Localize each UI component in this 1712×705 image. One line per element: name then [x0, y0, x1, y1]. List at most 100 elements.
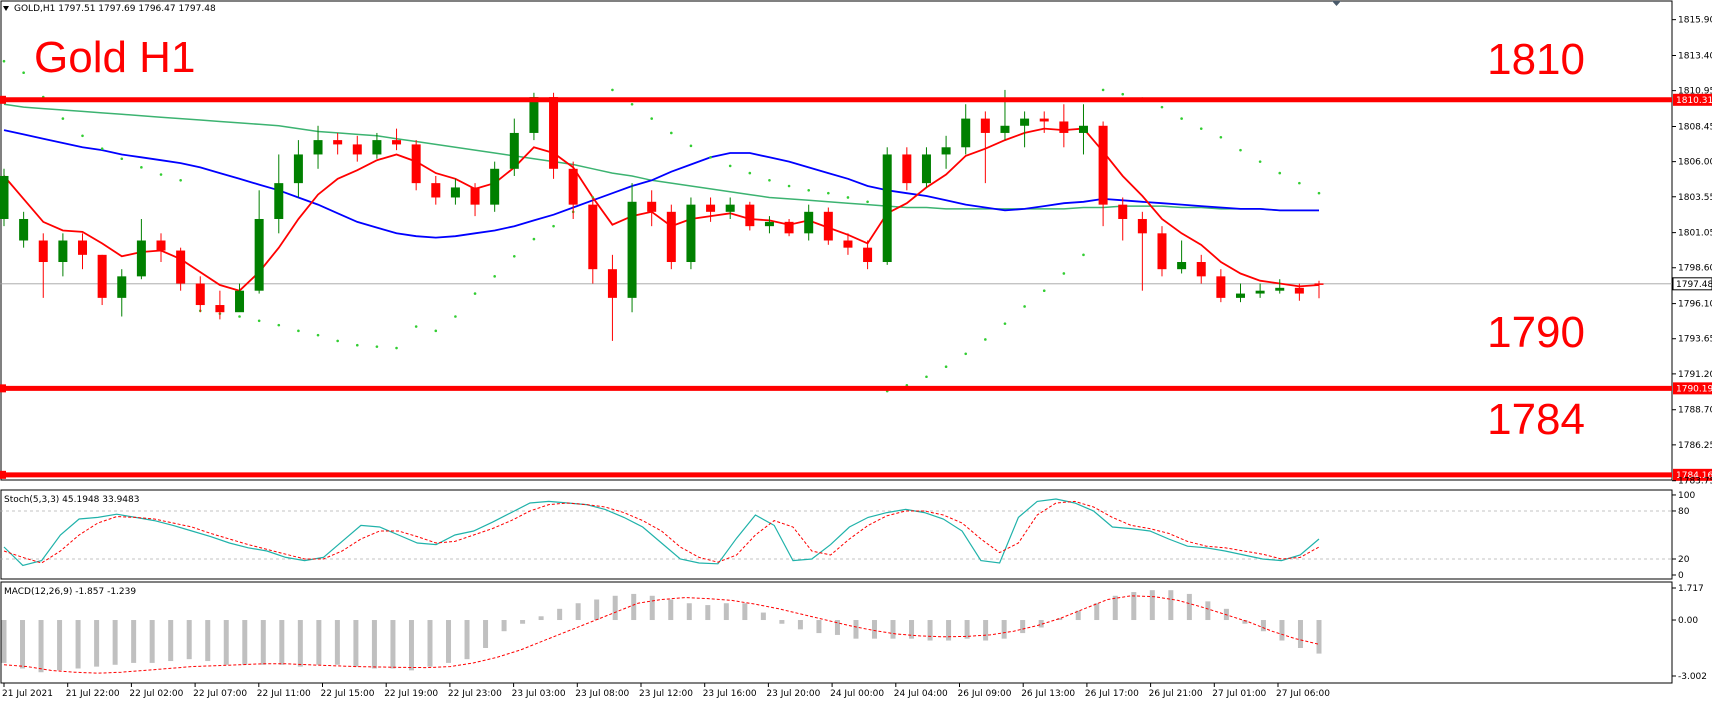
price-tick-label: 1783.75 — [1678, 477, 1712, 487]
macd-histogram-bar — [390, 620, 396, 669]
macd-histogram-bar — [1020, 620, 1026, 634]
macd-histogram-bar — [57, 620, 63, 671]
price-axis: 1815.90 1813.40 1810.95 1808.45 1806.00 1803.… — [1672, 16, 1712, 487]
sar-dot — [2, 59, 6, 63]
macd-histogram-bar — [649, 595, 655, 621]
macd-histogram-bar — [297, 620, 303, 667]
macd-histogram-bar — [464, 620, 470, 660]
macd-histogram-bar — [760, 612, 766, 621]
ma-slow-line — [3, 103, 1319, 212]
candle-body — [843, 240, 853, 248]
level-price-tag-text: 1790.19 — [1676, 384, 1712, 394]
candle-body — [823, 211, 833, 241]
macd-histogram-bar — [186, 620, 192, 660]
time-tick-label: 24 Jul 04:00 — [894, 689, 948, 699]
candle-body — [941, 147, 951, 155]
candle-body — [1020, 118, 1030, 126]
stochastic-oscillator: 100 80 20 0 — [0, 491, 1695, 581]
sar-dot — [1317, 191, 1321, 195]
macd-histogram-bar — [909, 620, 915, 639]
candle-body — [490, 168, 500, 205]
macd-histogram-bar — [242, 620, 248, 665]
sar-dot — [238, 315, 241, 318]
time-tick-label: 24 Jul 00:00 — [830, 689, 884, 699]
level-label-1784: 1784 — [1487, 395, 1585, 444]
level-price-tag — [1673, 93, 1712, 106]
macd-histogram-bar — [483, 620, 489, 648]
sar-dot — [807, 189, 811, 192]
candle-body — [784, 221, 794, 234]
macd-histogram-bar — [575, 603, 581, 621]
candle-body — [764, 221, 774, 227]
macd-histogram-bar — [427, 620, 433, 667]
sar-dot — [473, 292, 477, 295]
macd-tick-label: -3.002 — [1678, 672, 1707, 682]
sar-dot — [827, 191, 830, 195]
macd-histogram-bar — [1038, 620, 1044, 628]
time-tick-label: 23 Jul 12:00 — [639, 689, 693, 699]
candle-body — [863, 247, 873, 263]
current-price-tag — [1672, 277, 1712, 291]
candle-body — [1137, 218, 1147, 234]
macd-histogram-bar — [871, 620, 877, 639]
symbol-info: GOLD,H1 1797.51 1797.69 1796.47 1797.48 — [14, 4, 216, 14]
sar-dot — [1121, 92, 1125, 96]
candle-body — [450, 187, 460, 198]
sar-dot — [709, 156, 712, 159]
scroll-marker-icon[interactable] — [1332, 1, 1341, 6]
dropdown-triangle-icon[interactable] — [3, 6, 9, 11]
macd-histogram-bar — [75, 620, 81, 669]
macd-histogram-bar — [1001, 620, 1007, 639]
candle-body — [431, 183, 441, 198]
sar-dot — [316, 333, 320, 337]
macd-histogram-bar — [501, 620, 507, 632]
candle-body — [607, 269, 617, 298]
macd-histogram-bar — [779, 620, 785, 624]
stoch-tick-label: 0 — [1678, 571, 1684, 581]
time-tick-label: 22 Jul 11:00 — [257, 689, 311, 699]
candle-body — [549, 97, 559, 169]
candle-body — [686, 204, 696, 263]
level-handle — [0, 95, 6, 104]
sar-dot — [984, 338, 987, 341]
macd-histogram-bar — [260, 620, 266, 665]
sar-dot — [846, 196, 850, 199]
candle-body — [529, 97, 539, 133]
candle-body — [470, 187, 480, 205]
candle-body — [1216, 276, 1226, 298]
macd-histogram-bar — [1186, 593, 1192, 621]
candle-body — [725, 204, 735, 212]
macd-histogram-bar — [594, 599, 600, 621]
candle-body — [882, 154, 892, 263]
macd-histogram-bar — [131, 620, 137, 663]
sar-dot — [1278, 171, 1282, 175]
sar-dot — [1160, 105, 1164, 109]
macd-histogram-bar — [1131, 592, 1137, 621]
sar-dot — [336, 339, 339, 343]
candle-body — [117, 276, 127, 298]
macd-histogram-bar — [168, 620, 174, 662]
macd-histogram-bar — [20, 620, 26, 669]
candle-body — [58, 240, 68, 263]
time-axis: 21 Jul 2021 21 Jul 22:00 22 Jul 02:00 22 Ju… — [2, 683, 1330, 699]
candle-body — [274, 183, 284, 219]
macd-histogram-bar — [612, 595, 618, 621]
macd-histogram-bar — [557, 608, 563, 621]
time-tick-label: 22 Jul 07:00 — [193, 689, 247, 699]
macd-histogram-bar — [964, 620, 970, 639]
candle-body — [588, 204, 598, 270]
time-tick-label: 22 Jul 23:00 — [448, 689, 502, 699]
candle-body — [392, 140, 402, 145]
candle-body — [1235, 293, 1245, 298]
level-price-tag — [1673, 382, 1712, 395]
candle-body — [235, 290, 245, 313]
sar-dot — [277, 323, 281, 327]
macd-histogram-bar — [149, 620, 155, 663]
sar-dot — [434, 329, 438, 333]
macd-histogram-bar — [983, 620, 989, 641]
macd-histogram-bar — [94, 620, 100, 667]
sar-dot — [630, 102, 634, 106]
